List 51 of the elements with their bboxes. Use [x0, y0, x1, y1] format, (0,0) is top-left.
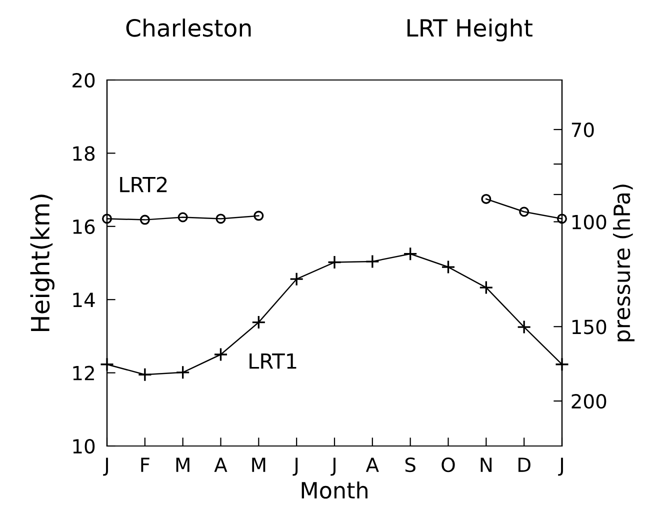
point: [254, 210, 264, 221]
x-tick-label: M: [252, 458, 266, 472]
y2-tick-label: 200: [572, 394, 606, 409]
x-tick-label: N: [480, 458, 492, 472]
y-tick-label: 16: [73, 219, 95, 234]
point: [517, 320, 532, 334]
point: [479, 280, 494, 295]
point: [214, 347, 228, 362]
y-tick-label: 18: [73, 146, 95, 161]
x-tick-label: D: [518, 458, 530, 472]
point: [252, 315, 266, 330]
point: [327, 255, 342, 270]
point: [102, 214, 112, 224]
x-tick-label: J: [103, 458, 108, 476]
x-tick-label: J: [292, 458, 298, 476]
series-label: LRT2: [120, 176, 167, 192]
y2-axis-title: pressure (hPa): [613, 184, 635, 342]
point: [290, 272, 304, 286]
point: [140, 214, 150, 225]
point: [178, 212, 188, 222]
chart-subtitle: LRT Height: [407, 18, 532, 42]
point: [519, 206, 530, 217]
y-tick-label: 14: [73, 292, 95, 307]
y-tick-label: 10: [73, 438, 95, 454]
point: [481, 194, 492, 204]
y2-tick-label: 70: [572, 122, 594, 138]
series-label: LRT1: [250, 353, 296, 369]
chart-title: Charleston: [126, 18, 251, 37]
point: [176, 365, 190, 380]
x-tick-label: M: [176, 458, 190, 472]
point: [365, 254, 380, 269]
point: [138, 368, 152, 382]
y-axis-title: Height(km): [30, 194, 54, 332]
point: [100, 357, 114, 372]
point: [441, 260, 456, 274]
y-tick-label: 12: [73, 366, 94, 380]
x-tick-label: O: [442, 457, 455, 472]
y-tick-label: 20: [72, 72, 95, 88]
x-tick-label: F: [141, 458, 150, 472]
point: [216, 214, 226, 224]
point: [403, 246, 418, 261]
point: [557, 214, 567, 224]
y2-tick-label: 150: [572, 320, 606, 334]
x-axis-title: Month: [302, 481, 368, 499]
x-tick-label: J: [558, 458, 563, 476]
point: [554, 357, 570, 372]
y2-tick-label: 100: [572, 214, 606, 230]
x-tick-label: A: [366, 458, 379, 472]
x-tick-label: J: [330, 458, 336, 476]
x-tick-label: S: [405, 457, 416, 472]
x-tick-label: A: [214, 458, 228, 472]
